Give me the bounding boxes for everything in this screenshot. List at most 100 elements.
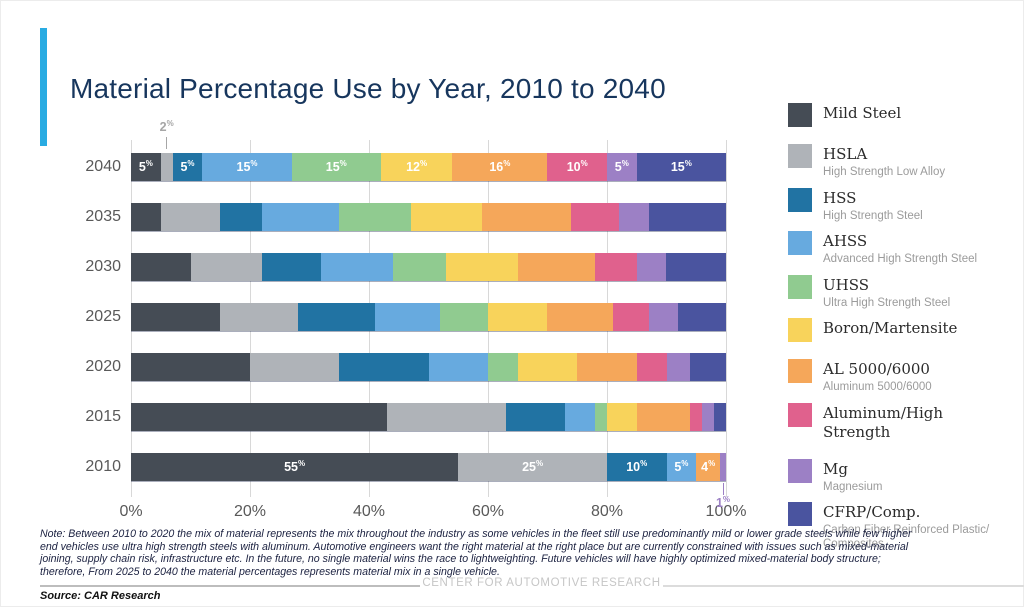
legend-sublabel: Ultra High Strength Steel — [823, 296, 951, 309]
segment-value-label: 5% — [614, 158, 629, 174]
x-axis-label: 20% — [233, 503, 267, 520]
bar-segment — [131, 303, 221, 331]
legend-text: AL 5000/6000 Aluminum 5000/6000 — [823, 359, 932, 395]
segment-value-label: 55% — [284, 458, 306, 474]
segment-value-label: 12% — [406, 158, 428, 174]
bar-segment — [517, 253, 596, 281]
callout-label: 2% — [159, 118, 174, 134]
bar-segment: 55% — [131, 453, 459, 481]
legend-sublabel: Advanced High Strength Steel — [823, 253, 978, 265]
bar-segment — [678, 303, 726, 331]
bar-segment: 15% — [202, 153, 292, 181]
bar-segment: 5% — [131, 153, 161, 181]
bar-segment — [720, 453, 726, 481]
bar-segment — [666, 253, 726, 281]
bar-segment — [261, 203, 340, 231]
legend-text: AHSS Advanced High Strength Steel — [823, 231, 977, 267]
bar-segment: 5% — [172, 153, 203, 181]
bar-segment — [571, 203, 619, 231]
bar-segment — [505, 403, 566, 431]
bar-segment — [339, 353, 429, 381]
bar-segment: 16% — [452, 153, 548, 181]
segment-value-label: 5% — [180, 158, 195, 174]
legend-text: CFRP/Comp. Carbon Fiber Reinforced Plasti… — [823, 502, 1014, 551]
chart-row-2035: 2035 — [85, 203, 726, 232]
legend-text: HSS High Strength Steel — [823, 188, 923, 224]
legend-item: HSS High Strength Steel — [788, 187, 1014, 224]
legend-item: HSLA High Strength Low Alloy — [788, 144, 1014, 180]
bar-segment — [702, 403, 715, 431]
bar-segment: 15% — [291, 153, 381, 181]
legend-text: Mg Magnesium — [823, 459, 882, 495]
bar-segment — [565, 403, 596, 431]
year-label: 2015 — [85, 408, 121, 425]
segment-value-label: 16% — [489, 158, 511, 174]
stacked-bar-2015 — [131, 403, 726, 432]
bar-segment — [250, 353, 340, 381]
stacked-bar-2035 — [131, 203, 726, 232]
x-axis-label: 60% — [471, 503, 505, 520]
year-label: 2030 — [85, 258, 121, 275]
legend-label: Boron/Martensite — [823, 319, 958, 337]
x-axis-label: 0% — [119, 503, 143, 520]
legend-swatch — [788, 359, 812, 383]
bar-segment — [612, 303, 649, 331]
legend-swatch — [788, 274, 812, 299]
bar-segment — [410, 203, 483, 231]
legend-swatch — [788, 458, 812, 483]
note-text: Note: Between 2010 to 2020 the mix of ma… — [40, 528, 912, 579]
accent-bar — [40, 28, 47, 146]
x-axis-label: 100% — [705, 503, 747, 520]
chart-row-2030: 2030 — [85, 253, 726, 282]
bar-segment — [487, 303, 548, 331]
legend-label: HSLA — [823, 145, 868, 163]
legend-swatch — [788, 502, 812, 526]
bar-segment — [446, 253, 518, 281]
stacked-bar-2040: 5% 5% 15% 15% 12% 16% 10% 5% 15% — [131, 153, 726, 182]
bar-segment — [482, 203, 572, 231]
bar-segment — [595, 403, 607, 431]
segment-value-label: 15% — [236, 158, 258, 174]
segment-value-label: 5% — [674, 458, 689, 474]
source-text: Source: CAR Research — [40, 590, 161, 602]
bar-segment — [131, 353, 250, 381]
segment-value-label: 5% — [138, 158, 153, 174]
legend-swatch — [788, 402, 812, 427]
stacked-bar-2025 — [131, 303, 726, 332]
bar-segment — [220, 203, 262, 231]
bar-segment: 10% — [607, 453, 667, 481]
legend-swatch — [788, 231, 812, 255]
bar-segment: 15% — [636, 153, 726, 181]
callout-tick — [166, 137, 168, 149]
chart-row-2025: 2025 — [85, 303, 726, 332]
bar-segment — [606, 403, 637, 431]
year-label: 2010 — [85, 458, 121, 475]
legend-swatch — [788, 318, 812, 342]
chart-plot-area: 0% 20% 40% 60% 80% 100% 2040 5% 5% 15% 15% 12% 16% 10… — [85, 119, 746, 520]
legend: Mild Steel HSLA High Strength Low Alloy HSS… — [788, 103, 1014, 559]
bar-segment — [648, 303, 679, 331]
gridline — [725, 140, 727, 497]
chart-row-2040: 2040 5% 5% 15% 15% 12% 16% 10% 5% 15% — [85, 153, 726, 182]
bar-segment — [636, 253, 667, 281]
bar-segment — [131, 403, 387, 431]
footer-divider-right — [663, 585, 1024, 587]
bar-segment — [547, 303, 613, 331]
bar-segment — [648, 203, 726, 231]
bar-segment — [690, 403, 703, 431]
bar-segment — [690, 353, 726, 381]
legend-item: Mild Steel — [788, 103, 1014, 127]
legend-sublabel: Magnesium — [823, 480, 883, 493]
chart-row-2015: 2015 — [85, 403, 726, 432]
legend-label: Mild Steel — [823, 104, 902, 122]
footer-text: CENTER FOR AUTOMOTIVE RESEARCH — [422, 577, 661, 589]
bar-segment — [160, 203, 221, 231]
bar-segment: 4% — [696, 453, 721, 481]
legend-text: Aluminum/High Strength — [823, 403, 1014, 442]
bar-segment — [220, 303, 298, 331]
legend-label: HSS — [823, 188, 857, 207]
year-label: 2040 — [85, 158, 121, 175]
bar-segment: 12% — [380, 153, 453, 181]
bar-segment — [339, 203, 411, 231]
